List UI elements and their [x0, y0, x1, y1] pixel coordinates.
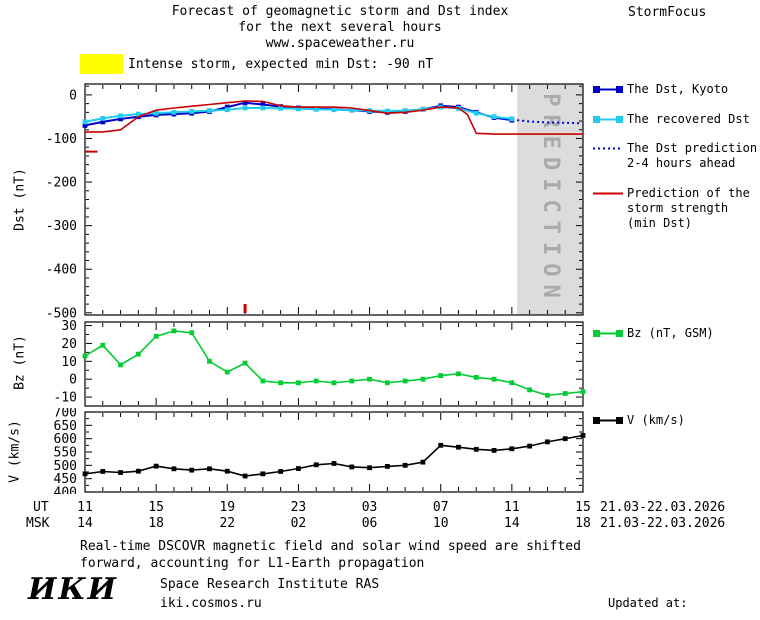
svg-text:30: 30 — [61, 319, 77, 334]
ut-axis-row: UT 21.03-22.03.2026 11 15 19 23 03 07 11 15 — [0, 500, 760, 516]
svg-text:-300: -300 — [46, 219, 77, 234]
v-chart: 700 650 600 550 500 450 400 — [30, 406, 600, 501]
msk-axis-date: 21.03-22.03.2026 — [600, 516, 726, 531]
updated-block: Updated at: UT 11:05, 22.03.2026 MSK 14:… — [598, 563, 750, 620]
ut-tick-label: 23 — [290, 500, 307, 515]
storm-strength-line-icon — [593, 188, 623, 203]
legend-label-v: V (km/s) — [627, 413, 685, 427]
msk-axis-name: MSK — [26, 516, 50, 531]
brand-stormfocus: StormFocus — [628, 5, 707, 20]
institute-name: Space Research Institute RAS — [160, 577, 380, 592]
svg-text:600: 600 — [54, 432, 77, 447]
msk-tick-label: 02 — [290, 516, 307, 531]
ut-tick-label: 11 — [77, 500, 93, 515]
v-line-icon — [593, 415, 623, 430]
msk-tick-label: 18 — [148, 516, 164, 531]
page-title: Forecast of geomagnetic storm and Dst in… — [0, 4, 680, 52]
msk-tick-label: 10 — [432, 516, 449, 531]
legend-item-storm-strength: Prediction of the storm strength (min Ds… — [593, 186, 750, 231]
legend-label-storm-line1: Prediction of the — [627, 186, 750, 200]
bz-chart: 30 20 10 0 -10 — [30, 318, 600, 416]
ut-tick-label: 11 — [504, 500, 520, 515]
msk-tick-label: 18 — [575, 516, 591, 531]
title-line-2: for the next several hours — [238, 20, 442, 35]
svg-text:0: 0 — [69, 373, 77, 388]
footnote-line-1: Real-time DSCOVR magnetic field and sola… — [80, 539, 581, 554]
msk-tick-label: 06 — [361, 516, 378, 531]
alert-color-swatch — [80, 54, 123, 74]
svg-text:500: 500 — [54, 459, 77, 474]
legend-label-dst-kyoto: The Dst, Kyoto — [627, 82, 729, 96]
svg-text:-400: -400 — [46, 263, 77, 278]
svg-text:400: 400 — [54, 486, 77, 495]
ut-tick-label: 15 — [148, 500, 164, 515]
recovered-dst-line-icon — [593, 114, 623, 129]
svg-text:650: 650 — [54, 419, 77, 434]
svg-text:-100: -100 — [46, 132, 77, 147]
svg-text:PREDICTION: PREDICTION — [538, 93, 563, 305]
ut-tick-label: 15 — [575, 500, 591, 515]
bz-line-icon — [593, 328, 623, 343]
legend-label-storm-line2: storm strength — [627, 201, 729, 215]
alert-text: Intense storm, expected min Dst: -90 nT — [128, 56, 434, 72]
legend-item-recovered-dst: The recovered Dst — [593, 112, 750, 129]
dst-y-axis-label: Dst (nT) — [12, 168, 28, 231]
legend-label-recovered-dst: The recovered Dst — [627, 112, 750, 126]
footnote-line-2: forward, accounting for L1-Earth propaga… — [80, 556, 425, 571]
legend-item-dst-kyoto: The Dst, Kyoto — [593, 82, 728, 99]
title-line-1: Forecast of geomagnetic storm and Dst in… — [171, 4, 509, 19]
legend-item-v: V (km/s) — [593, 413, 685, 430]
ut-tick-label: 19 — [219, 500, 236, 515]
legend-label-storm-line3: (min Dst) — [627, 216, 693, 230]
legend-label-prediction-line1: The Dst prediction — [627, 141, 758, 155]
legend-label-prediction-line2: 2-4 hours ahead — [627, 156, 736, 170]
msk-tick-label: 14 — [77, 516, 93, 531]
svg-text:700: 700 — [54, 408, 77, 421]
legend-item-bz: Bz (nT, GSM) — [593, 326, 714, 343]
bz-y-axis-label: Bz (nT) — [12, 335, 28, 390]
msk-axis-row: MSK 21.03-22.03.2026 14 18 22 02 06 10 14 18 — [0, 516, 760, 532]
ut-tick-label: 07 — [432, 500, 449, 515]
legend-item-dst-prediction: The Dst prediction 2-4 hours ahead — [593, 141, 757, 171]
ut-axis-date: 21.03-22.03.2026 — [600, 500, 726, 515]
svg-text:-500: -500 — [46, 306, 77, 320]
svg-text:450: 450 — [54, 472, 77, 487]
title-url: www.spaceweather.ru — [265, 36, 415, 51]
svg-text:0: 0 — [69, 88, 77, 103]
msk-tick-label: 14 — [504, 516, 520, 531]
updated-label: Updated at: — [608, 596, 688, 610]
dst-chart: PREDICTION 0 -100 -200 -300 -400 -500 — [30, 78, 600, 324]
storm-alert: Intense storm, expected min Dst: -90 nT — [80, 54, 433, 74]
iki-logo: ИКИ — [28, 572, 118, 607]
ut-axis-name: UT — [33, 500, 49, 515]
svg-text:20: 20 — [61, 337, 77, 352]
footnote: Real-time DSCOVR magnetic field and sola… — [80, 538, 581, 572]
ut-tick-label: 03 — [361, 500, 378, 515]
svg-text:-200: -200 — [46, 176, 77, 191]
dst-prediction-dotted-line-icon — [593, 143, 623, 158]
legend-label-bz: Bz (nT, GSM) — [627, 326, 714, 340]
v-y-axis-label: V (km/s) — [7, 420, 23, 483]
dst-kyoto-line-icon — [593, 84, 623, 99]
institute-site: iki.cosmos.ru — [160, 596, 262, 611]
svg-text:10: 10 — [61, 355, 77, 370]
svg-text:550: 550 — [54, 446, 77, 461]
svg-text:-10: -10 — [54, 391, 77, 406]
msk-tick-label: 22 — [219, 516, 236, 531]
